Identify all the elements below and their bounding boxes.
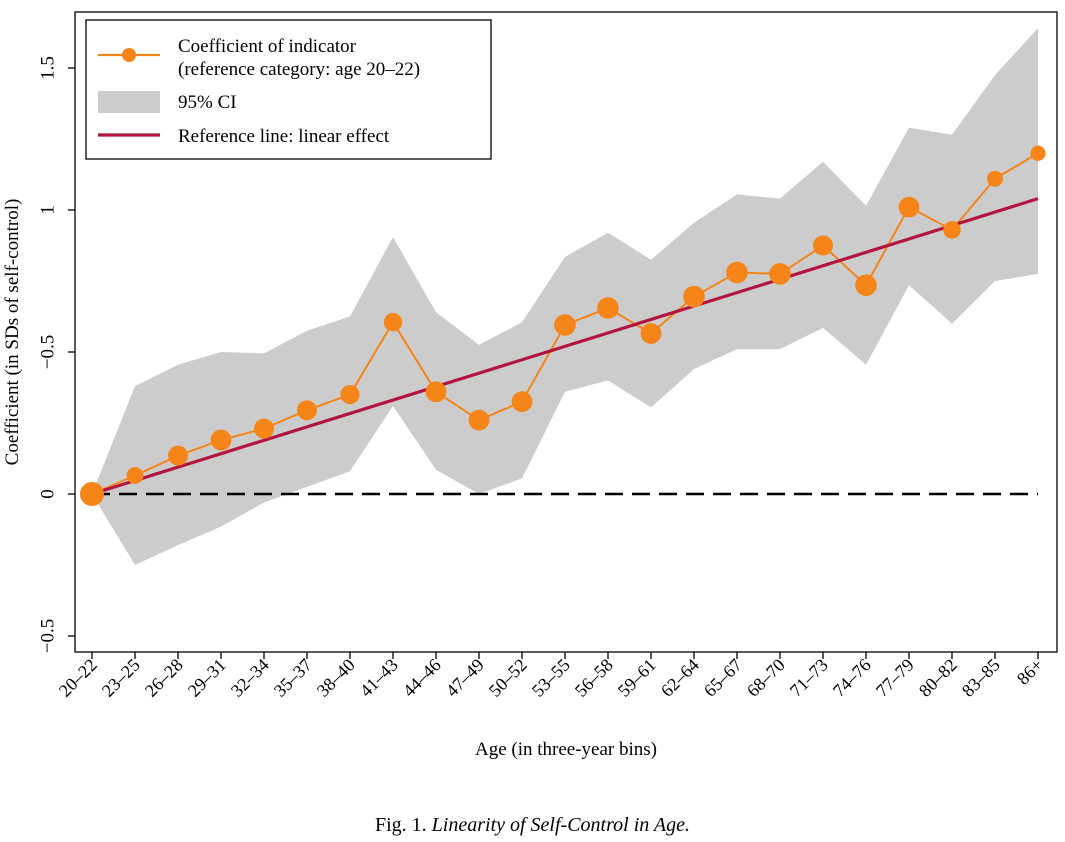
ci-band (92, 28, 1038, 566)
x-tick-label: 59–61 (614, 655, 660, 701)
coefficient-point (943, 221, 961, 239)
x-tick-label: 20–22 (55, 655, 101, 701)
coefficient-point (1030, 145, 1046, 161)
y-axis-title: Coefficient (in SDs of self-control) (2, 199, 23, 466)
coefficient-point (640, 323, 662, 344)
chart-svg: −0.5 0 −0.5 1 1.5 20–2223–2526–2829–3132–3435… (2, 11, 1058, 760)
y-tick-label: 1 (37, 205, 58, 215)
x-tick-label: 74–76 (829, 655, 875, 701)
coefficient-point (383, 312, 403, 332)
y-tick-label: −0.5 (37, 335, 58, 369)
legend-coef-label-2: (reference category: age 20–22) (178, 59, 420, 80)
coefficient-point (254, 418, 274, 439)
coefficient-point (769, 263, 791, 285)
x-tick-label: 62–64 (657, 655, 703, 701)
coefficient-point (855, 274, 877, 297)
legend-coef-label-1: Coefficient of indicator (178, 36, 357, 57)
legend-coef-marker (122, 48, 136, 62)
coefficient-point (597, 297, 619, 319)
legend: Coefficient of indicator (reference cate… (85, 19, 492, 160)
x-tick-label: 38–40 (313, 655, 359, 701)
plot-area (80, 28, 1046, 566)
coefficient-point (726, 261, 748, 284)
x-tick-label: 47–49 (442, 655, 488, 701)
x-tick-label: 53–55 (528, 655, 574, 701)
legend-ci-label: 95% CI (178, 92, 237, 113)
x-tick-label: 41–43 (356, 655, 402, 701)
x-tick-label: 71–73 (786, 655, 832, 701)
axes: −0.5 0 −0.5 1 1.5 20–2223–2526–2829–3132–3435… (2, 11, 1058, 760)
caption-prefix: Fig. 1. (374, 814, 427, 836)
coefficient-point (80, 482, 104, 506)
figure-caption: Fig. 1. Linearity of Self-Control in Age… (0, 814, 1065, 837)
legend-ref-label: Reference line: linear effect (178, 126, 390, 147)
coefficient-point (683, 285, 705, 308)
coefficient-point (813, 235, 833, 256)
x-tick-label: 77–79 (872, 655, 918, 701)
x-tick-label: 65–67 (700, 655, 746, 701)
legend-ci-swatch (98, 91, 160, 113)
x-tick-label: 26–28 (141, 655, 187, 701)
x-tick-label: 56–58 (571, 655, 617, 701)
coefficient-point (210, 429, 232, 451)
coefficient-point (898, 196, 920, 218)
x-tick-label: 80–82 (915, 655, 961, 701)
coefficient-point (468, 409, 490, 431)
coefficient-point (340, 385, 360, 405)
x-tick-label: 35–37 (270, 655, 316, 701)
y-tick-label: 0 (37, 489, 58, 499)
coefficient-point (511, 391, 533, 413)
y-tick-label: 1.5 (37, 56, 58, 80)
x-tick-label: 50–52 (485, 655, 531, 701)
linear-reference-line (91, 197, 1039, 496)
plot-frame (74, 11, 1058, 653)
caption-title: Linearity of Self-Control in Age. (431, 814, 690, 836)
x-tick-label: 83–85 (958, 655, 1004, 701)
coefficient-point (168, 445, 188, 466)
coefficient-point (297, 400, 317, 421)
y-tick-label: −0.5 (37, 619, 58, 653)
coefficient-point (425, 381, 447, 403)
x-tick-label: 86+ (1013, 655, 1047, 689)
x-tick-label: 29–31 (184, 655, 230, 701)
x-tick-label: 23–25 (98, 655, 144, 701)
x-tick-label: 68–70 (743, 655, 789, 701)
x-tick-label: 32–34 (227, 655, 273, 701)
coefficient-point (126, 467, 144, 484)
x-tick-label: 44–46 (399, 655, 445, 701)
coefficient-point (554, 314, 576, 336)
x-axis-title: Age (in three-year bins) (475, 739, 657, 760)
coefficient-point (987, 170, 1003, 187)
